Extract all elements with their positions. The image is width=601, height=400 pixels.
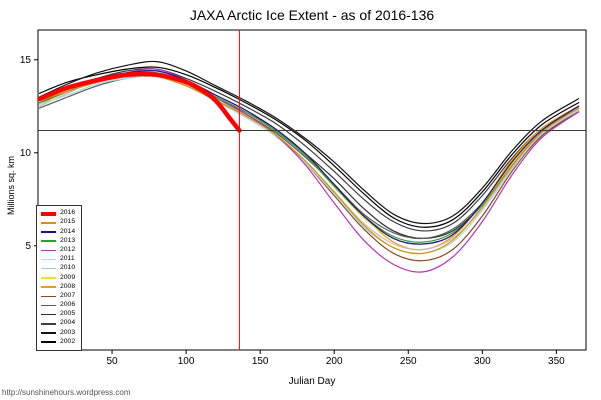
legend-item-2007: 2007 [41, 292, 75, 301]
legend-item-2004: 2004 [41, 319, 75, 328]
series-line-2012 [38, 68, 580, 273]
legend-label: 2012 [60, 245, 76, 253]
legend-item-2010: 2010 [41, 264, 75, 273]
legend-swatch-2016 [41, 211, 56, 216]
series-line-2003 [38, 60, 580, 225]
source-link[interactable]: http://sunshinehours.wordpress.com [2, 388, 131, 397]
legend-label: 2011 [60, 255, 75, 263]
legend-swatch-2012 [41, 249, 56, 252]
series-line-2016 [37, 71, 242, 133]
legend-label: 2004 [60, 319, 76, 327]
legend-label: 2016 [60, 209, 76, 217]
legend-item-2013: 2013 [41, 237, 75, 246]
legend-item-2003: 2003 [41, 328, 75, 337]
legend-swatch-2008 [41, 286, 56, 288]
legend-label: 2008 [60, 282, 76, 290]
legend-swatch-2007 [41, 295, 56, 298]
legend-label: 2005 [60, 310, 76, 318]
legend-label: 2003 [60, 328, 76, 336]
x-tick-label: 250 [400, 356, 417, 367]
legend-item-2016: 2016 [41, 209, 75, 218]
legend-swatch-2002 [41, 341, 56, 343]
legend-label: 2013 [60, 236, 76, 244]
legend-item-2011: 2011 [41, 255, 75, 264]
legend-label: 2007 [60, 291, 76, 299]
series-line-2007 [38, 73, 580, 262]
legend-swatch-2015 [41, 222, 56, 224]
series-line-2002 [38, 66, 580, 228]
series-line-2011 [38, 75, 580, 255]
legend-item-2015: 2015 [41, 218, 75, 227]
legend: 2016 2015 2014 2013 2012 2011 2010 2009 2008 2007… [36, 205, 83, 351]
x-tick-label: 50 [106, 356, 118, 367]
legend-swatch-2010 [41, 267, 56, 270]
x-tick-label: 150 [252, 356, 269, 367]
legend-item-2006: 2006 [41, 301, 75, 310]
legend-swatch-2011 [41, 258, 56, 261]
legend-label: 2009 [60, 273, 76, 281]
series-line-2005 [38, 71, 580, 239]
y-tick-label: 15 [20, 55, 32, 66]
y-tick-label: 5 [25, 241, 31, 252]
legend-item-2005: 2005 [41, 310, 75, 319]
y-axis-label: Millions sq. km [6, 155, 16, 215]
legend-swatch-2006 [41, 304, 56, 307]
legend-swatch-2013 [41, 240, 56, 242]
legend-label: 2006 [60, 301, 76, 309]
x-tick-label: 100 [178, 356, 195, 367]
legend-item-2009: 2009 [41, 273, 75, 282]
y-tick-label: 10 [20, 148, 32, 159]
x-tick-label: 200 [326, 356, 343, 367]
plot-border [37, 29, 587, 351]
legend-label: 2010 [60, 264, 76, 272]
legend-label: 2015 [60, 218, 76, 226]
legend-item-2012: 2012 [41, 246, 75, 255]
series-line-2014 [38, 69, 580, 245]
chart-title: JAXA Arctic Ice Extent - as of 2016-136 [189, 7, 435, 23]
legend-swatch-2004 [41, 323, 56, 325]
legend-swatch-2003 [41, 332, 56, 334]
legend-swatch-2009 [41, 277, 56, 279]
series-line-2015 [38, 75, 580, 255]
x-axis-label: Julian Day [288, 376, 336, 387]
series-line-2004 [38, 68, 580, 232]
legend-label: 2014 [60, 227, 76, 235]
legend-label: 2002 [60, 337, 76, 345]
x-tick-label: 350 [548, 356, 565, 367]
legend-swatch-2014 [41, 231, 56, 233]
legend-swatch-2005 [41, 313, 56, 316]
legend-item-2014: 2014 [41, 227, 75, 236]
legend-item-2002: 2002 [41, 338, 75, 347]
legend-item-2008: 2008 [41, 283, 75, 292]
x-tick-label: 300 [474, 356, 491, 367]
